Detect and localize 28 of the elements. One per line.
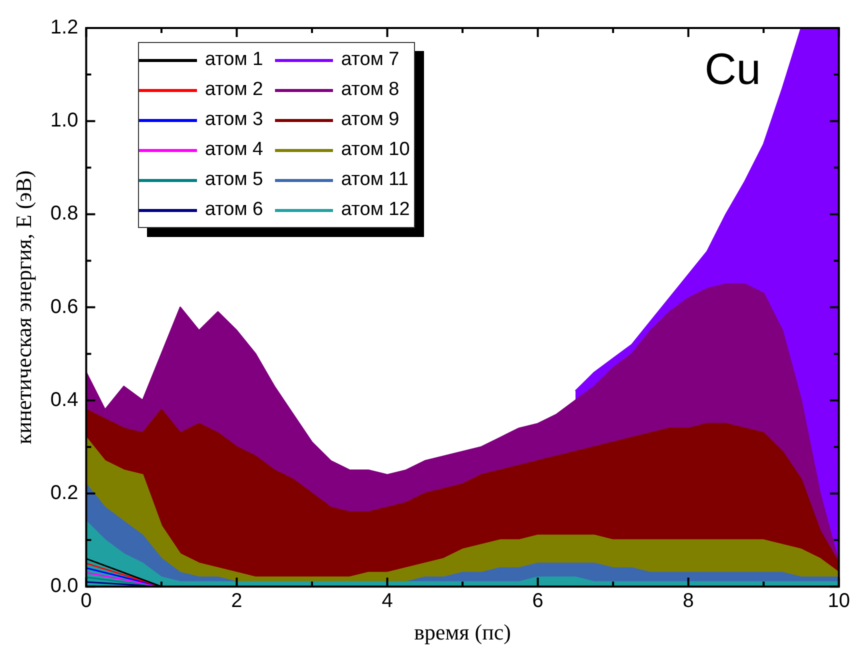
legend-label: атом 9 [341, 109, 400, 131]
y-axis-title: кинетическая энергия, E (эВ) [10, 170, 36, 444]
legend-label: атом 6 [205, 199, 264, 221]
x-tick-label: 10 [828, 590, 850, 612]
y-tick-label: 0.4 [50, 388, 78, 411]
legend-label: атом 8 [341, 79, 400, 101]
y-tick-label: 0.2 [50, 482, 78, 504]
y-tick-label: 0.0 [50, 575, 78, 598]
y-tick-label: 1.0 [50, 110, 78, 132]
x-tick-label: 2 [231, 590, 242, 612]
legend-label: атом 3 [205, 109, 264, 131]
legend-label: атом 12 [341, 199, 410, 221]
y-tick-label: 1.2 [50, 16, 78, 39]
x-tick-label: 8 [682, 590, 694, 612]
annotation: Cu [704, 45, 761, 94]
legend-label: атом 5 [205, 169, 264, 191]
x-tick-label: 6 [532, 590, 544, 612]
legend-label: атом 7 [341, 49, 400, 71]
legend-label: атом 10 [341, 139, 410, 161]
legend-label: атом 11 [341, 169, 408, 191]
legend-label: атом 4 [205, 139, 264, 161]
y-tick-label: 0.8 [50, 202, 78, 225]
x-tick-label: 0 [80, 590, 92, 612]
y-tick-label: 0.6 [50, 296, 78, 318]
legend-label: атом 1 [205, 49, 264, 71]
legend-label: атом 2 [205, 79, 264, 101]
x-tick-label: 4 [382, 590, 393, 612]
x-axis-title: время (пс) [414, 620, 511, 645]
